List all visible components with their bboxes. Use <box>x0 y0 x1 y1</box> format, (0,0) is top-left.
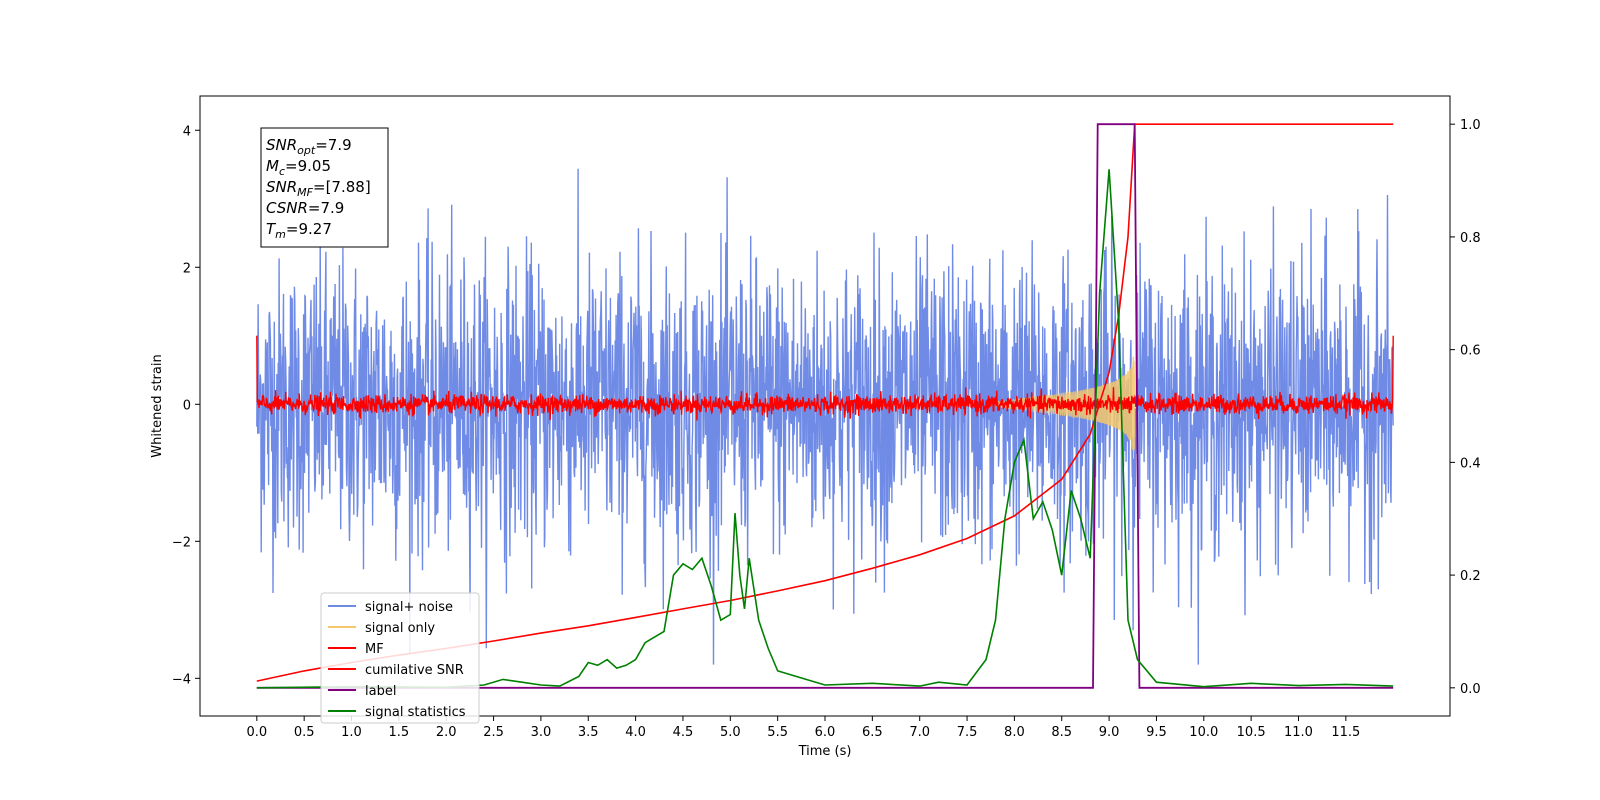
x-tick-label: 9.0 <box>1099 725 1120 740</box>
x-tick-label: 3.0 <box>531 725 552 740</box>
y-tick-label: 2 <box>183 261 191 276</box>
info-line: Mc=9.05 <box>266 157 331 178</box>
x-tick-label: 5.5 <box>767 725 788 740</box>
x-tick-label: 2.0 <box>436 725 457 740</box>
legend-label: signal statistics <box>365 705 466 720</box>
y-axis-left: 4 2 0 −2 −4 <box>172 124 200 687</box>
legend-label: signal+ noise <box>365 600 453 615</box>
series-label <box>256 123 1394 689</box>
x-tick-label: 2.5 <box>483 725 504 740</box>
info-line: Tm=9.27 <box>266 220 332 241</box>
y2-tick-label: 1.0 <box>1460 118 1481 133</box>
x-tick-label: 4.0 <box>625 725 646 740</box>
legend-label: signal only <box>365 621 435 636</box>
y-tick-label: 0 <box>183 398 191 413</box>
info-line: SNRMF=[7.88] <box>266 178 371 199</box>
legend-frame <box>320 592 480 724</box>
x-tick-label: 0.0 <box>246 725 267 740</box>
x-tick-label: 6.0 <box>815 725 836 740</box>
x-tick-label: 3.5 <box>578 725 599 740</box>
x-tick-label: 8.0 <box>1004 725 1025 740</box>
y-tick-label: 4 <box>183 124 191 139</box>
legend-label: cumilative SNR <box>365 663 464 678</box>
x-axis-label: Time (s) <box>798 744 852 759</box>
x-tick-label: 0.5 <box>294 725 315 740</box>
series-signal-statistics <box>256 169 1394 689</box>
x-tick-label: 8.5 <box>1051 725 1072 740</box>
y2-tick-label: 0.2 <box>1460 569 1481 584</box>
y-tick-label: −2 <box>172 535 191 550</box>
y2-tick-label: 0.8 <box>1460 231 1481 246</box>
x-tick-label: 9.5 <box>1146 725 1167 740</box>
x-tick-label: 7.0 <box>909 725 930 740</box>
y2-tick-label: 0.0 <box>1460 682 1481 697</box>
x-tick-label: 11.5 <box>1331 725 1360 740</box>
x-tick-label: 6.5 <box>862 725 883 740</box>
y2-tick-label: 0.4 <box>1460 456 1481 471</box>
x-tick-label: 10.0 <box>1189 725 1218 740</box>
x-tick-label: 11.0 <box>1284 725 1313 740</box>
x-axis: 0.0 0.5 1.0 1.5 2.0 2.5 3.0 3.5 4.0 4.5 5.0 5.5 6.0 6… <box>246 716 1360 740</box>
series-signal-noise <box>256 168 1394 665</box>
y2-tick-label: 0.6 <box>1460 344 1481 359</box>
x-tick-label: 5.0 <box>720 725 741 740</box>
info-line: SNRopt=7.9 <box>266 136 352 157</box>
y-axis-label: Whitened strain <box>150 354 165 457</box>
series-mf <box>256 335 1394 421</box>
legend-label: label <box>365 684 396 699</box>
legend: signal+ noise signal only MF cumilative SNR… <box>320 592 480 724</box>
y-axis-right: 1.0 0.8 0.6 0.4 0.2 0.0 <box>1450 118 1481 697</box>
y-tick-label: −4 <box>172 672 191 687</box>
x-tick-label: 10.5 <box>1237 725 1266 740</box>
info-box-frame <box>260 127 389 248</box>
x-tick-label: 4.5 <box>673 725 694 740</box>
x-tick-label: 1.0 <box>341 725 362 740</box>
legend-label: MF <box>365 642 384 657</box>
info-line: CSNR=7.9 <box>266 199 344 217</box>
x-tick-label: 7.5 <box>957 725 978 740</box>
x-tick-label: 1.5 <box>389 725 410 740</box>
